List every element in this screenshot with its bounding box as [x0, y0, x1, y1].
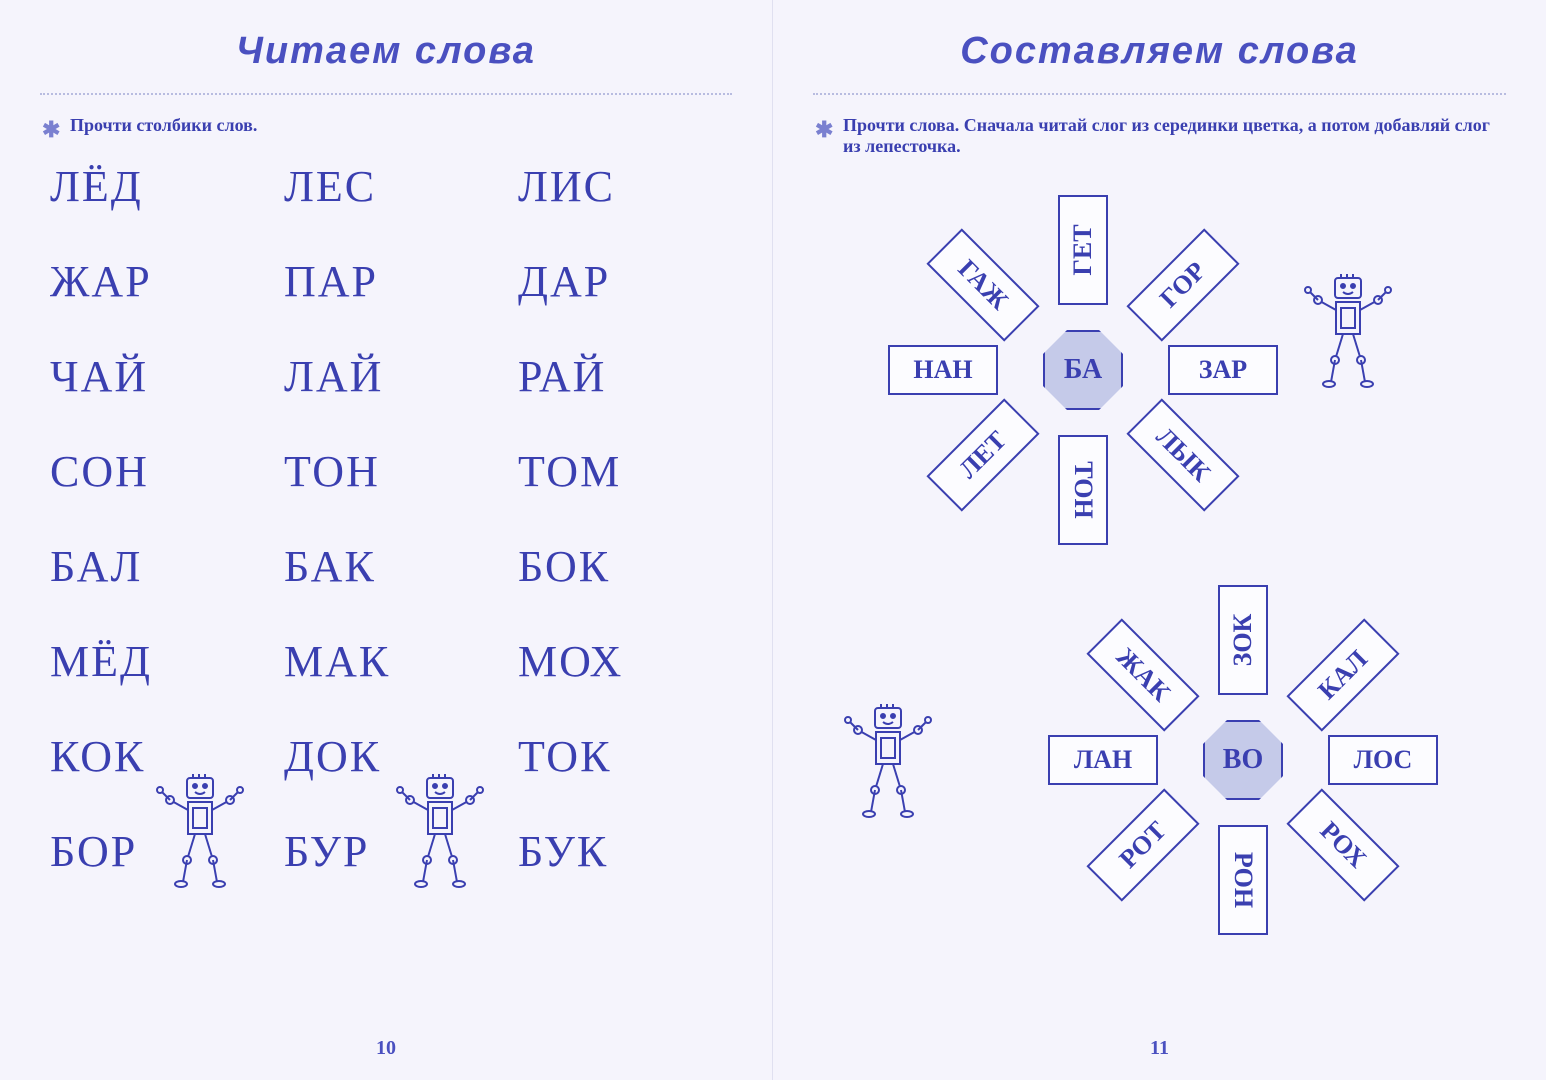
petal: ЛЕТ: [926, 398, 1039, 511]
petal: ЖАК: [1086, 618, 1199, 731]
page-left: Читаем слова Прочти столбики слов. ЛЁД ЖА…: [0, 0, 773, 1080]
petal: РОТ: [1086, 788, 1199, 901]
word: ТОМ: [518, 446, 722, 497]
word-columns: ЛЁДЖАРЧАЙСОНБАЛМЁДКОКБОР ЛЕСПАРЛАЙТОНБАК…: [40, 161, 732, 877]
word: ЛИС: [518, 161, 722, 212]
word: ТОН: [284, 446, 488, 497]
word: БУК: [518, 826, 722, 877]
word: ЛАЙ: [284, 351, 488, 402]
word: БОК: [518, 541, 722, 592]
flower-center: ВО: [1203, 720, 1283, 800]
petal: ЛОС: [1328, 735, 1438, 785]
page-number-left: 10: [376, 1037, 396, 1060]
word: МАК: [284, 636, 488, 687]
word: ТОК: [518, 731, 722, 782]
word: ЖАР: [50, 256, 254, 307]
word: ЛЁД: [50, 161, 254, 212]
word: БАК: [284, 541, 488, 592]
word: ДАР: [518, 256, 722, 307]
petal: ЛАН: [1048, 735, 1158, 785]
page-right: Составляем слова Прочти слова. Сначала ч…: [773, 0, 1546, 1080]
instruction-right: Прочти слова. Сначала читай слог из сере…: [843, 115, 1506, 157]
petal: ЛЫК: [1126, 398, 1239, 511]
word: МЁД: [50, 636, 254, 687]
word: РАЙ: [518, 351, 722, 402]
petal: РОХ: [1286, 788, 1399, 901]
robot-icon: [843, 700, 933, 820]
word: ЛЕС: [284, 161, 488, 212]
petal: ЗАР: [1168, 345, 1278, 395]
syllable-flower: ГЕТГОРЗАРЛЫКТОНЛЕТНАНГАЖБА: [893, 180, 1273, 560]
petal: ГОР: [1126, 228, 1239, 341]
instruction-left: Прочти столбики слов.: [70, 115, 732, 136]
petal: КАЛ: [1286, 618, 1399, 731]
word: СОН: [50, 446, 254, 497]
petal: РОН: [1218, 825, 1268, 935]
page-title-right: Составляем слова: [813, 0, 1506, 95]
petal: НАН: [888, 345, 998, 395]
syllable-flower: ЗОККАЛЛОСРОХРОНРОТЛАНЖАКВО: [1053, 570, 1433, 950]
petal: ГЕТ: [1058, 195, 1108, 305]
word: ЧАЙ: [50, 351, 254, 402]
petal: ТОН: [1058, 435, 1108, 545]
page-title-left: Читаем слова: [40, 0, 732, 95]
flower-center: БА: [1043, 330, 1123, 410]
word-col-2: ЛИС ДАР РАЙ ТОМ БОК МОХ ТОК БУК: [518, 161, 722, 877]
petal: ЗОК: [1218, 585, 1268, 695]
page-number-right: 11: [1150, 1037, 1169, 1060]
petal: ГАЖ: [926, 228, 1039, 341]
robot-icon: [155, 770, 245, 890]
robot-icon: [395, 770, 485, 890]
robot-icon: [1303, 270, 1393, 390]
word: МОХ: [518, 636, 722, 687]
word: БАЛ: [50, 541, 254, 592]
word: ПАР: [284, 256, 488, 307]
